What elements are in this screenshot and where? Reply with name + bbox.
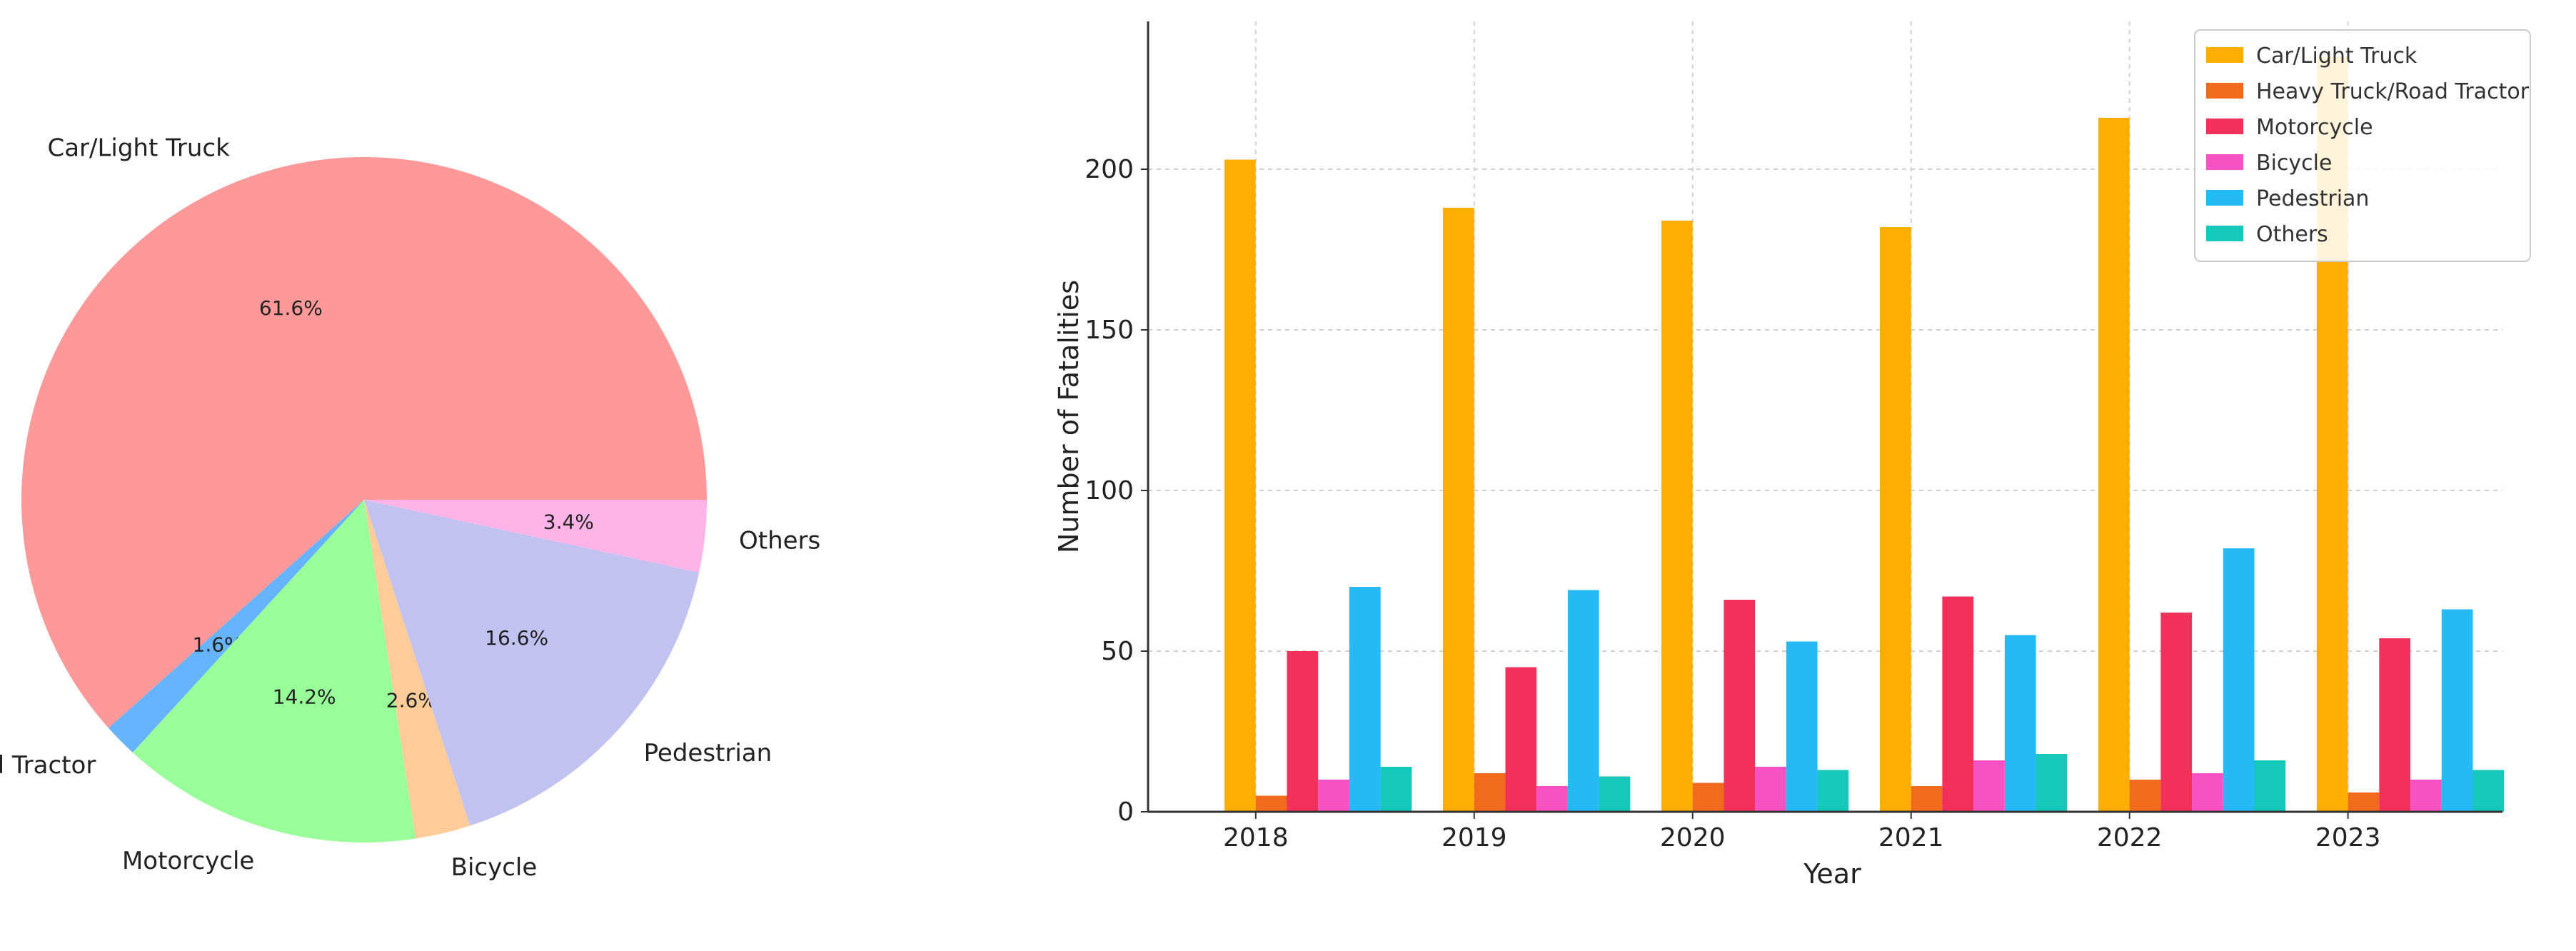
y-tick-label: 50: [1101, 637, 1134, 666]
x-tick-label-2019: 2019: [1442, 823, 1507, 852]
legend-swatch-heavy-truck-road-tractor: [2206, 83, 2243, 99]
bar-car-light-truck-2019: [1443, 208, 1474, 812]
bar-heavy-truck-road-tractor-2019: [1474, 773, 1506, 812]
legend-box: [2194, 29, 2531, 262]
y-tick-label: 0: [1117, 797, 1134, 827]
legend-label-bicycle: Bicycle: [2256, 151, 2332, 176]
bar-chart: 0 50 100 150 200 2018 2019 2020 2021 2022 2023 Yea…: [1053, 21, 2531, 890]
bar-bicycle-2022: [2192, 773, 2223, 812]
bar-pedestrian-2020: [1786, 641, 1818, 812]
bar-pedestrian-2022: [2223, 548, 2255, 812]
bar-others-2020: [1817, 770, 1849, 812]
bar-motorcycle-2019: [1505, 667, 1537, 812]
bar-car-light-truck-2018: [1224, 159, 1256, 812]
pie-pct-label-others: 3.4%: [543, 510, 594, 534]
bar-pedestrian-2018: [1349, 587, 1381, 812]
pie-label-heavy-truck-road-tractor: Heavy Truck/Road Tractor: [0, 751, 96, 780]
legend-label-heavy-truck-road-tractor: Heavy Truck/Road Tractor: [2256, 79, 2530, 104]
bar-motorcycle-2020: [1724, 600, 1756, 812]
pie-pct-label-car-light-truck: 61.6%: [259, 296, 323, 320]
legend-swatch-pedestrian: [2206, 190, 2243, 206]
y-axis-title: Number of Fatalities: [1053, 280, 1085, 553]
pie-slice-car-light-truck: [21, 157, 708, 728]
x-tick-label-2023: 2023: [2315, 823, 2381, 852]
bar-heavy-truck-road-tractor-2018: [1255, 795, 1287, 812]
y-tick-label: 200: [1085, 155, 1134, 184]
bar-heavy-truck-road-tractor-2021: [1911, 786, 1943, 812]
pie-slice-bicycle: [364, 500, 471, 839]
legend-swatch-others: [2206, 226, 2243, 241]
bar-others-2023: [2472, 770, 2505, 812]
bar-others-2021: [2036, 754, 2068, 812]
y-tick-label: 150: [1085, 316, 1134, 345]
bar-motorcycle-2018: [1287, 651, 1319, 812]
x-axis-title: Year: [1803, 858, 1861, 890]
bar-others-2019: [1599, 776, 1631, 812]
bar-bicycle-2021: [1973, 760, 2005, 812]
bar-heavy-truck-road-tractor-2020: [1692, 783, 1724, 812]
y-tick-label: 100: [1085, 476, 1134, 505]
legend-swatch-bicycle: [2206, 154, 2243, 170]
bar-others-2022: [2254, 760, 2286, 812]
bar-axes: 0 50 100 150 200 2018 2019 2020 2021 2022 2023: [1085, 21, 2502, 852]
pie-label-others: Others: [739, 526, 820, 555]
bar-bicycle-2019: [1536, 786, 1568, 812]
pie-slice-others: [364, 500, 707, 573]
bar-pedestrian-2021: [2004, 635, 2036, 812]
legend-label-others: Others: [2256, 222, 2328, 247]
bar-motorcycle-2021: [1942, 596, 1974, 812]
bar-others-2018: [1380, 767, 1412, 812]
legend-label-car-light-truck: Car/Light Truck: [2256, 44, 2417, 69]
legend: Car/Light Truck Heavy Truck/Road Tractor M…: [2194, 29, 2531, 262]
bar-bicycle-2023: [2410, 780, 2442, 812]
pie-label-bicycle: Bicycle: [451, 853, 538, 882]
pie-pct-label-pedestrian: 16.6%: [485, 626, 548, 650]
legend-label-motorcycle: Motorcycle: [2256, 115, 2373, 140]
legend-label-pedestrian: Pedestrian: [2256, 186, 2369, 211]
bar-pedestrian-2023: [2441, 609, 2473, 812]
pie-slice-motorcycle: [132, 500, 416, 843]
x-tick-label-2018: 2018: [1223, 823, 1289, 852]
pie-slice-heavy-truck-road-tractor: [108, 500, 365, 753]
bar-car-light-truck-2020: [1661, 221, 1693, 812]
bar-heavy-truck-road-tractor-2022: [2129, 780, 2161, 812]
bar-bicycle-2020: [1755, 767, 1786, 812]
bar-car-light-truck-2021: [1879, 227, 1911, 812]
bar-bicycle-2018: [1318, 780, 1349, 812]
legend-swatch-motorcycle: [2206, 119, 2243, 134]
bar-pedestrian-2019: [1567, 590, 1599, 812]
bar-motorcycle-2022: [2160, 613, 2193, 812]
x-tick-label-2022: 2022: [2097, 823, 2163, 852]
pie-slice-pedestrian: [364, 500, 700, 826]
x-tick-label-2021: 2021: [1878, 823, 1944, 852]
bar-motorcycle-2023: [2379, 638, 2411, 812]
legend-swatch-car-light-truck: [2206, 47, 2243, 63]
bar-heavy-truck-road-tractor-2023: [2348, 792, 2380, 812]
x-tick-label-2020: 2020: [1660, 823, 1726, 852]
pie-label-pedestrian: Pedestrian: [644, 739, 773, 768]
pie-label-car-light-truck: Car/Light Truck: [47, 134, 230, 163]
pie-pct-label-motorcycle: 14.2%: [273, 685, 336, 709]
pie-label-motorcycle: Motorcycle: [122, 847, 254, 875]
bar-car-light-truck-2022: [2098, 118, 2130, 812]
